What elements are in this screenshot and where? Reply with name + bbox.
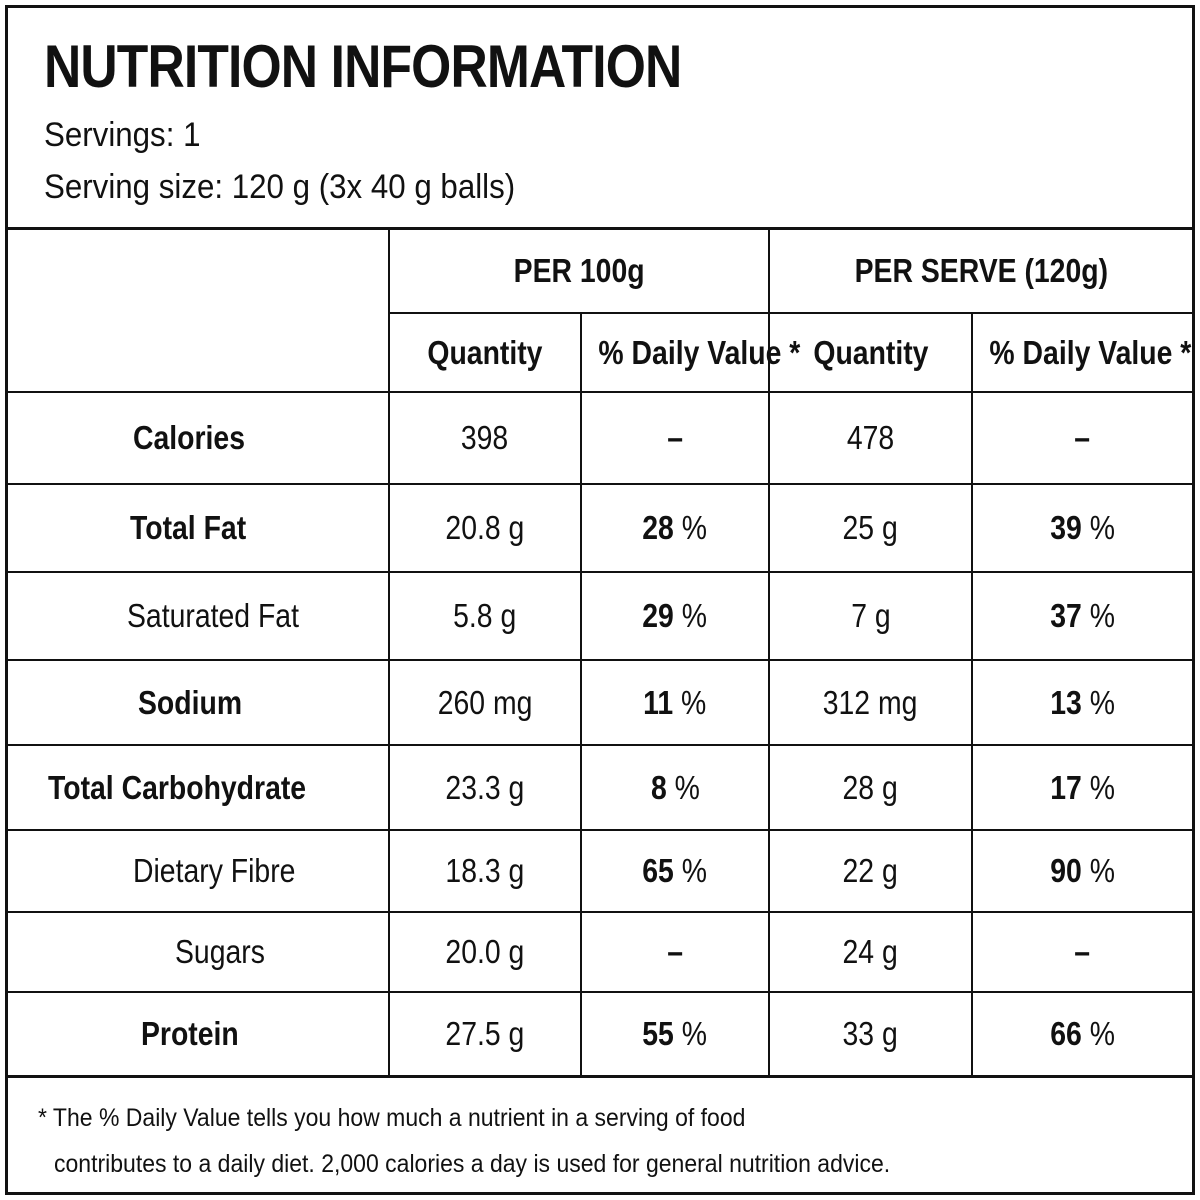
- daily-value-per-100g: 11 %: [580, 659, 770, 746]
- quantity-per-serve: 24 g: [768, 911, 973, 993]
- daily-value-per-serve: 17 %: [970, 744, 1193, 831]
- daily-value-per-serve: 37 %: [970, 571, 1193, 661]
- table-row: Dietary Fibre 18.3 g 65 % 22 g 90 %: [8, 829, 1193, 913]
- nutrient-label: Protein: [8, 991, 390, 1078]
- nutrient-label: Sodium: [8, 659, 390, 746]
- nutrient-label: Sugars: [8, 911, 390, 993]
- table-row: Protein 27.5 g 55 % 33 g 66 %: [8, 991, 1193, 1078]
- servings-text: Servings: 1: [44, 116, 201, 154]
- header-blank-cell: [8, 230, 390, 393]
- nutrient-label: Dietary Fibre: [8, 829, 390, 913]
- quantity-per-serve: 25 g: [768, 483, 973, 573]
- quantity-per-100g: 260 mg: [388, 659, 582, 746]
- quantity-per-serve: 33 g: [768, 991, 973, 1078]
- table-row: Total Fat 20.8 g 28 % 25 g 39 %: [8, 483, 1193, 573]
- quantity-per-100g: 20.0 g: [388, 911, 582, 993]
- daily-value-per-serve: –: [970, 391, 1193, 485]
- daily-value-per-100g: 55 %: [580, 991, 770, 1078]
- quantity-per-serve: 7 g: [768, 571, 973, 661]
- nutrient-label: Saturated Fat: [8, 571, 390, 661]
- daily-value-per-100g: –: [580, 911, 770, 993]
- quantity-header-serve: Quantity: [768, 312, 973, 393]
- panel-title: NUTRITION INFORMATION: [44, 33, 682, 100]
- table-row: Sugars 20.0 g – 24 g –: [8, 911, 1193, 993]
- daily-value-header-100g: % Daily Value *: [580, 312, 800, 393]
- quantity-per-100g: 20.8 g: [388, 483, 582, 573]
- quantity-per-100g: 5.8 g: [388, 571, 582, 661]
- quantity-per-serve: 478: [768, 391, 973, 485]
- daily-value-per-100g: –: [580, 391, 770, 485]
- quantity-per-100g: 398: [388, 391, 582, 485]
- serving-size-text: Serving size: 120 g (3x 40 g balls): [44, 168, 516, 206]
- nutrient-label: Total Fat: [8, 483, 390, 573]
- daily-value-per-serve: –: [970, 911, 1193, 993]
- table-row: Total Carbohydrate 23.3 g 8 % 28 g 17 %: [8, 744, 1193, 831]
- daily-value-per-100g: 65 %: [580, 829, 770, 913]
- nutrient-label: Total Carbohydrate: [8, 744, 390, 831]
- daily-value-per-serve: 66 %: [970, 991, 1193, 1078]
- quantity-per-serve: 22 g: [768, 829, 973, 913]
- nutrient-label: Calories: [8, 391, 390, 485]
- sub-header-row: Quantity % Daily Value * Quantity % Dail…: [8, 312, 1193, 393]
- nutrition-panel: NUTRITION INFORMATION Servings: 1 Servin…: [5, 5, 1195, 1195]
- group-header-row: PER 100g PER SERVE (120g): [8, 230, 1193, 393]
- daily-value-per-serve: 39 %: [970, 483, 1193, 573]
- panel-header: NUTRITION INFORMATION Servings: 1 Servin…: [8, 8, 1192, 230]
- per-100g-header: PER 100g: [388, 230, 770, 314]
- daily-value-header-serve: % Daily Value *: [970, 312, 1193, 393]
- footnote-line-1: * The % Daily Value tells you how much a…: [38, 1104, 746, 1132]
- daily-value-per-serve: 90 %: [970, 829, 1193, 913]
- nutrition-table: PER 100g PER SERVE (120g) Quantity % Dai…: [8, 230, 1193, 1078]
- table-row: Calories 398 – 478 –: [8, 391, 1193, 485]
- quantity-per-100g: 18.3 g: [388, 829, 582, 913]
- quantity-per-serve: 28 g: [768, 744, 973, 831]
- footnote-line-2: contributes to a daily diet. 2,000 calor…: [54, 1150, 891, 1178]
- daily-value-per-100g: 29 %: [580, 571, 770, 661]
- table-row: Saturated Fat 5.8 g 29 % 7 g 37 %: [8, 571, 1193, 661]
- daily-value-per-serve: 13 %: [970, 659, 1193, 746]
- daily-value-per-100g: 8 %: [580, 744, 770, 831]
- quantity-per-serve: 312 mg: [768, 659, 973, 746]
- per-serve-header: PER SERVE (120g): [767, 230, 1193, 314]
- quantity-header-100g: Quantity: [389, 312, 582, 393]
- quantity-per-100g: 27.5 g: [388, 991, 582, 1078]
- table-row: Sodium 260 mg 11 % 312 mg 13 %: [8, 659, 1193, 746]
- daily-value-per-100g: 28 %: [580, 483, 770, 573]
- quantity-per-100g: 23.3 g: [388, 744, 582, 831]
